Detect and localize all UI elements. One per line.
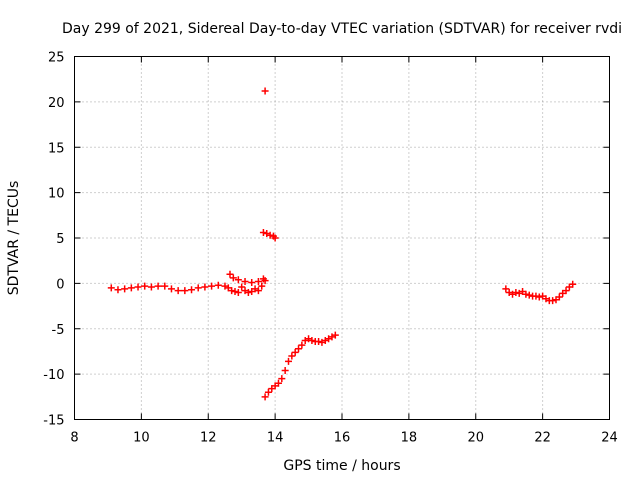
y-tick-label: 10 [48,187,65,202]
data-point [274,379,282,387]
data-point [285,357,292,365]
data-point [127,284,135,292]
x-tick-label: 20 [467,431,484,446]
data-point [234,288,242,296]
data-point [194,284,202,292]
data-point [308,337,316,345]
y-tick-label: -10 [43,368,64,383]
x-tick-label: 10 [133,431,150,446]
data-point [234,276,242,284]
data-point [258,282,266,290]
data-point [134,283,142,291]
series-segment-1 [107,277,269,296]
data-point [141,282,149,290]
data-point [201,283,209,291]
data-point [248,278,256,286]
x-tick-label: 24 [601,431,618,446]
data-point [259,229,267,237]
data-point [188,286,196,294]
x-tick-label: 22 [534,431,551,446]
x-tick-label: 12 [200,431,217,446]
data-point [231,288,239,296]
data-point [228,287,236,295]
data-point [226,270,234,278]
data-point [114,286,122,294]
x-tick-label: 8 [70,431,78,446]
data-point [271,234,279,242]
x-tick-label: 14 [267,431,284,446]
data-point [107,284,115,292]
data-point [147,283,155,291]
series-segment-2 [259,229,279,242]
data-point [254,287,262,295]
data-point [278,375,286,383]
data-point [174,287,182,295]
series-segment-1-spikes [226,270,267,286]
data-point [522,290,530,298]
data-point [569,280,577,288]
marks-layer [107,87,577,401]
data-point [535,293,543,301]
y-tick-label: 20 [48,96,65,111]
data-point [261,393,269,401]
series-outlier [261,87,269,95]
series-segment-4 [502,280,577,305]
data-point [281,366,289,374]
grid-layer [74,56,610,420]
data-point [295,345,303,353]
data-point [266,231,274,239]
data-point [229,274,237,282]
plot-frame [74,56,610,420]
data-point [298,341,306,349]
y-tick-label: 0 [56,277,64,292]
x-tick-label: 18 [401,431,418,446]
y-tick-label: 5 [56,232,64,247]
data-point [181,287,189,295]
data-point [259,275,267,283]
data-point [241,278,249,286]
series-segment-3 [261,331,339,401]
data-point [562,287,570,295]
data-point [167,285,175,293]
data-point [512,288,520,296]
y-tick-label: 15 [48,141,65,156]
tick-layer: 8 10 12 14 16 18 20 22 24 -15 -10 -5 0 5 10 15 20 25 [43,51,618,446]
data-point [288,352,296,360]
y-tick-label: -15 [43,414,64,429]
data-point [549,297,557,305]
data-point [161,282,169,290]
data-point [154,282,162,290]
chart-title: Day 299 of 2021, Sidereal Day-to-day VTE… [62,21,622,37]
data-point [254,278,262,286]
x-axis-title: GPS time / hours [283,458,400,474]
data-point [261,87,269,95]
y-tick-label: 25 [48,51,65,66]
y-axis-title: SDTVAR / TECUs [6,181,22,296]
data-point [214,281,222,289]
data-point [315,337,323,345]
data-point [264,388,272,396]
data-point [291,348,299,356]
data-point [525,291,533,299]
data-point [238,283,246,291]
data-point [208,282,216,290]
data-point [244,288,252,296]
data-point [532,292,540,300]
data-point [121,285,129,293]
data-point [502,285,510,293]
data-point [555,293,563,301]
x-tick-label: 16 [334,431,351,446]
y-tick-label: -5 [52,323,65,338]
data-point [331,331,339,339]
